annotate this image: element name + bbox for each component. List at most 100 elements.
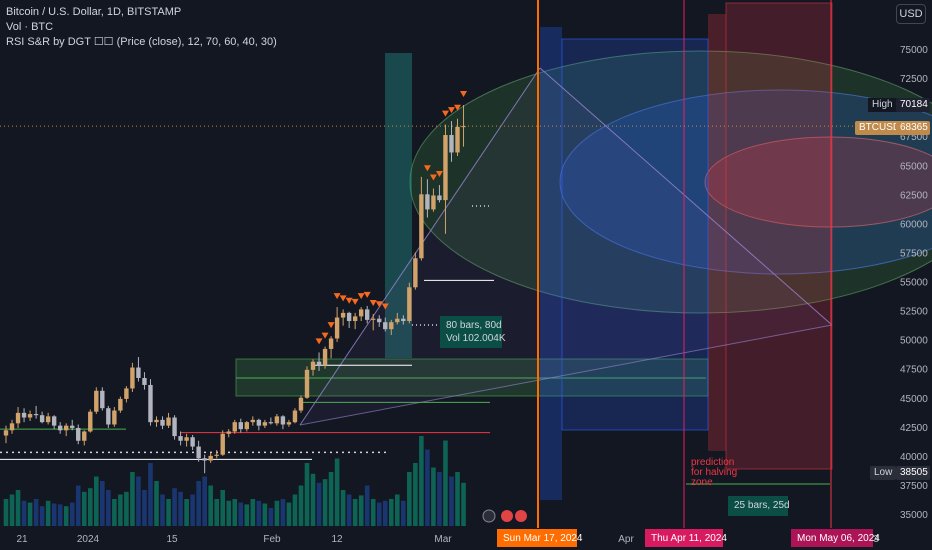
- candle-body: [154, 419, 159, 423]
- candle-body: [94, 390, 99, 412]
- candle-body: [280, 416, 286, 425]
- volume-bar: [298, 485, 304, 526]
- candle-body: [250, 419, 256, 423]
- volume-bar: [100, 481, 105, 526]
- candle-body: [33, 414, 39, 416]
- volume-bar: [118, 494, 123, 526]
- y-tick-label: 45000: [900, 394, 928, 405]
- halving-annotation[interactable]: prediction for halving zone: [691, 457, 738, 488]
- range-info-box[interactable]: 80 bars, 80d Vol 102.004K: [440, 316, 506, 348]
- x-tick-label: Apr: [618, 534, 634, 545]
- volume-bar: [340, 490, 346, 526]
- volume-bar: [346, 494, 352, 526]
- candle-body: [377, 318, 382, 323]
- volume-indicator-title[interactable]: Vol · BTC: [6, 21, 54, 33]
- candle-body: [100, 390, 105, 409]
- candle-body: [244, 422, 249, 430]
- candle-body: [334, 317, 340, 339]
- volume-bar: [136, 476, 141, 526]
- range-volume-text: Vol 102.004K: [446, 333, 506, 344]
- volume-bar: [130, 472, 135, 526]
- rsi-marker: [345, 297, 353, 304]
- range-info-box-2[interactable]: 25 bars, 25d: [728, 496, 790, 516]
- volume-bar: [364, 485, 370, 526]
- candle-body: [88, 411, 93, 432]
- symbol-label-title: BTCUSD: [855, 121, 905, 135]
- x-tick-label: 15: [166, 534, 178, 545]
- volume-bar: [9, 494, 15, 526]
- candle-body: [57, 425, 63, 431]
- candle-body: [322, 348, 328, 366]
- rsi-marker: [321, 332, 329, 339]
- candle-body: [136, 367, 141, 378]
- candle-body: [389, 322, 394, 330]
- candle-body: [292, 410, 298, 423]
- y-tick-label: 62500: [900, 190, 928, 201]
- volume-bar: [256, 500, 262, 526]
- volume-bar: [184, 499, 189, 526]
- candle-body: [208, 455, 213, 461]
- volume-bar: [33, 499, 39, 526]
- symbol-title[interactable]: Bitcoin / U.S. Dollar, 1D, BITSTAMP: [6, 6, 182, 18]
- volume-bar: [413, 463, 418, 526]
- volume-bar: [75, 485, 81, 526]
- volume-bar: [407, 472, 412, 526]
- rsi-marker: [363, 291, 371, 298]
- candle-body: [21, 412, 27, 418]
- candle-body: [395, 318, 400, 323]
- rsi-marker: [423, 165, 431, 172]
- y-tick-label: 72500: [900, 74, 928, 85]
- currency-button[interactable]: USD: [896, 4, 926, 24]
- candle-body: [118, 398, 123, 411]
- y-tick-label: 37500: [900, 481, 928, 492]
- candle-body: [274, 416, 280, 424]
- rsi-marker: [454, 104, 461, 111]
- blue-box-tall: [540, 27, 562, 500]
- volume-bar: [292, 494, 298, 526]
- y-tick-label: 40000: [900, 452, 928, 463]
- volume-bar: [304, 463, 310, 526]
- volume-bar: [322, 479, 328, 526]
- projection-ellipse-middle: [559, 89, 932, 275]
- candle-body: [316, 361, 322, 366]
- volume-bar: [395, 494, 400, 526]
- rsi-marker: [429, 174, 437, 181]
- candle-body: [172, 417, 177, 437]
- y-tick-label: 50000: [900, 336, 928, 347]
- candle-body: [15, 412, 21, 424]
- rsi-marker: [375, 301, 383, 308]
- candle-body: [226, 431, 231, 434]
- candle-body: [39, 415, 45, 423]
- chart-legend: Bitcoin / U.S. Dollar, 1D, BITSTAMP Vol …: [6, 5, 277, 50]
- candle-body: [3, 430, 9, 436]
- volume-bar: [172, 488, 177, 526]
- candle-body: [220, 433, 225, 455]
- volume-bar: [160, 494, 165, 526]
- volume-bar: [388, 499, 394, 526]
- candle-body: [232, 422, 237, 432]
- volume-bar: [178, 491, 183, 526]
- candle-body: [214, 454, 219, 456]
- volume-bar: [328, 472, 334, 526]
- x-tick-label: Mar: [434, 534, 452, 545]
- candle-body: [431, 195, 436, 210]
- candle-body: [419, 194, 424, 259]
- rsi-marker: [351, 298, 359, 305]
- volume-bar: [376, 502, 382, 526]
- lightning-icon: [482, 509, 496, 523]
- candle-body: [166, 417, 171, 426]
- volume-bar: [214, 499, 219, 526]
- volume-bar: [262, 503, 268, 526]
- x-tick-label: 12: [331, 534, 343, 545]
- y-tick-label: 75000: [900, 45, 928, 56]
- volume-bar: [27, 502, 33, 526]
- rsi-indicator-title[interactable]: RSI S&R by DGT ☐☐ (Price (close), 12, 70…: [6, 36, 277, 48]
- volume-bar: [449, 476, 454, 526]
- volume-bar: [352, 499, 358, 526]
- volume-bar: [202, 476, 207, 526]
- volume-bar: [69, 502, 75, 526]
- candle-body: [160, 419, 165, 426]
- date-flag-may06: Mon May 06, 2024: [791, 529, 880, 547]
- red-box-left: [708, 14, 726, 451]
